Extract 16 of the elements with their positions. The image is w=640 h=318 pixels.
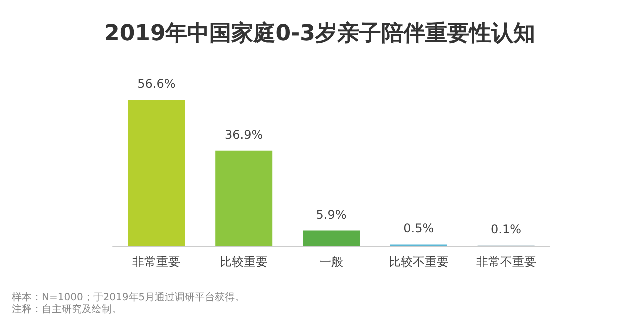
data-label: 56.6% [138, 77, 176, 91]
data-label: 5.9% [316, 208, 347, 222]
data-label: 0.5% [404, 222, 434, 236]
text: 注释：自主研究及绘制。 [12, 304, 122, 316]
x-tick-label: 比较不重要 [388, 255, 449, 269]
x-tick-label: 一般 [320, 255, 344, 269]
bar [303, 230, 360, 246]
bar [128, 100, 186, 246]
data-label: 0.1% [491, 222, 522, 237]
bar [216, 150, 273, 246]
text: 样本：N=1000；于2019年5月通过调研平台获得。 [12, 292, 246, 304]
x-tick-label: 比较重要 [220, 255, 268, 269]
chart-title: 2019年中国家庭0-3岁亲子陪伴重要性认知 [104, 20, 536, 46]
data-label: 36.9% [225, 128, 264, 142]
x-tick-label: 非常不重要 [476, 255, 536, 269]
x-tick-label: 非常重要 [132, 255, 181, 269]
